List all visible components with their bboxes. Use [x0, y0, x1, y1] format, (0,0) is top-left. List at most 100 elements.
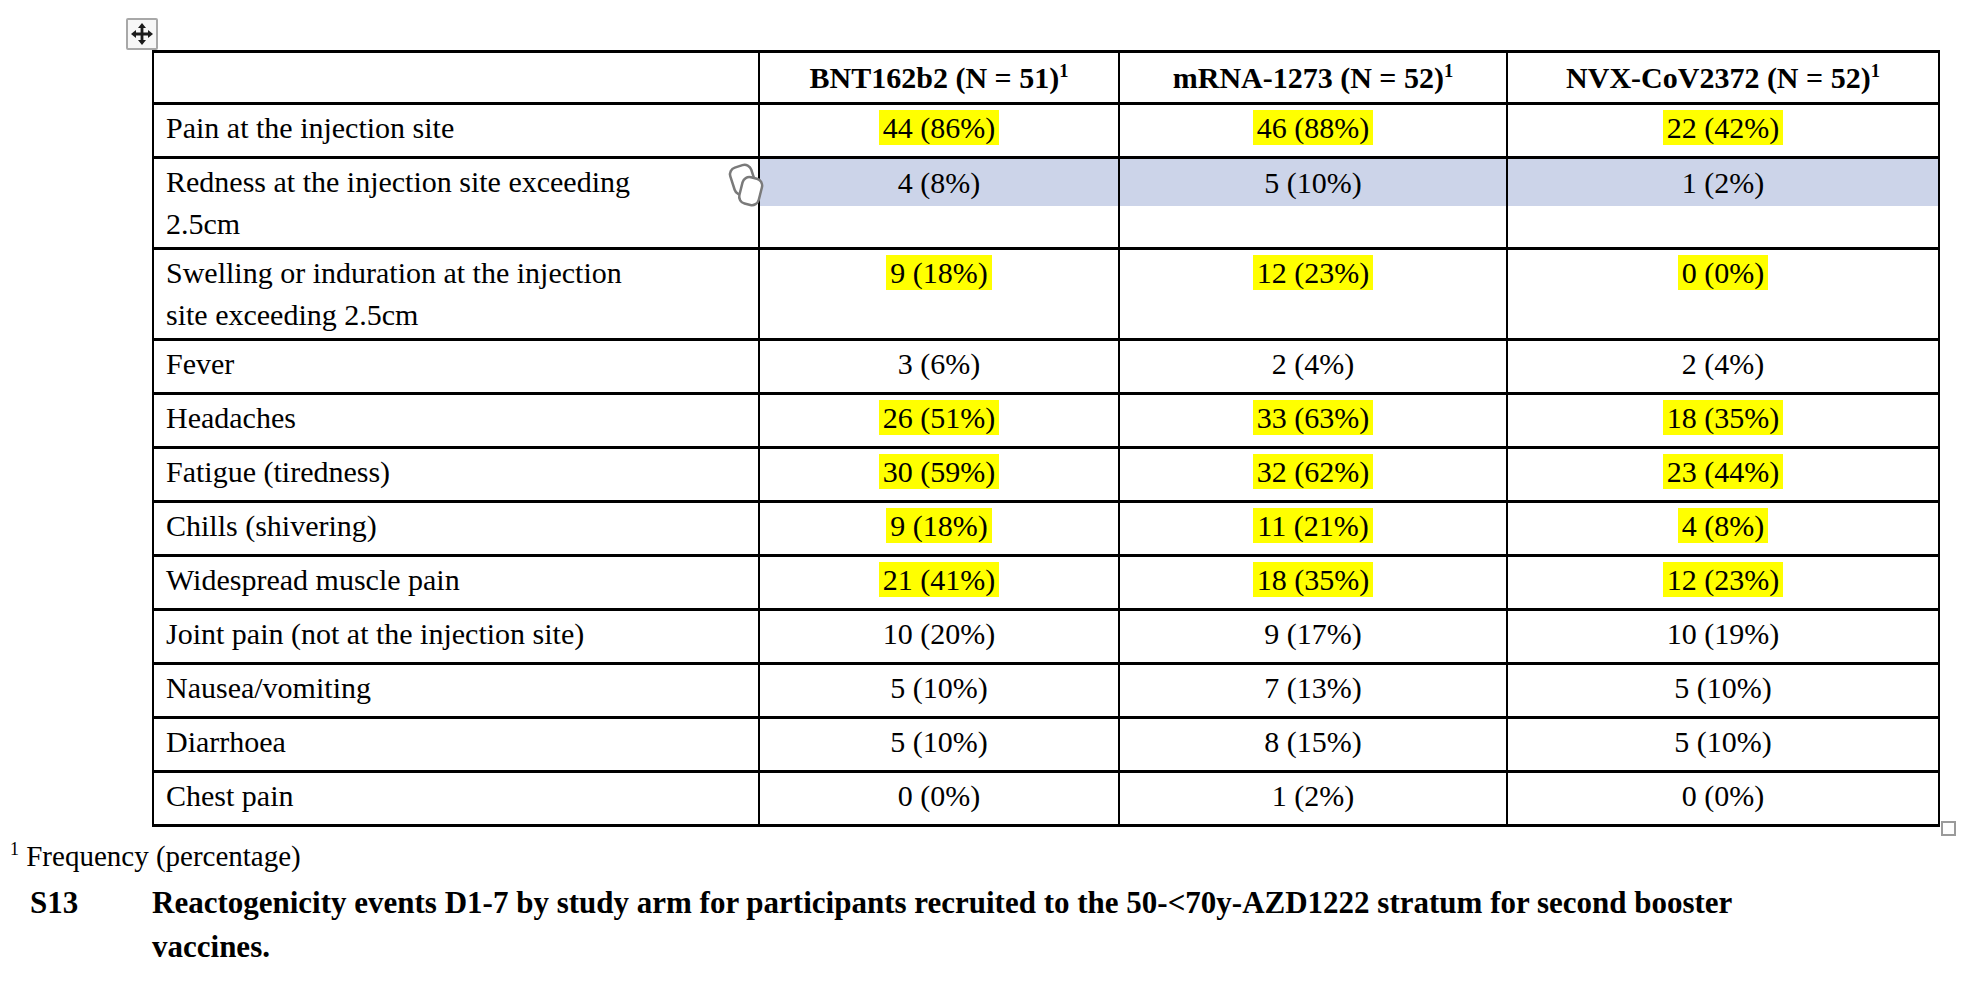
symptom-label-cell: Chest pain: [153, 772, 759, 826]
footnote: 1 Frequency (percentage): [10, 838, 301, 874]
symptom-label-cell: Fever: [153, 340, 759, 394]
highlighted-value: 12 (23%): [1663, 562, 1783, 597]
table-row: Chills (shivering) 9 (18%) 11 (21%) 4 (8%): [153, 502, 1939, 556]
table-row: Swelling or induration at the injections…: [153, 249, 1939, 340]
highlighted-value: 0 (0%): [1678, 255, 1768, 290]
table-row: Redness at the injection site exceeding2…: [153, 158, 1939, 249]
row-shading: 5 (10%): [1120, 159, 1506, 206]
table-body: Pain at the injection site 44 (86%) 46 (88…: [153, 104, 1939, 826]
value-cell: 30 (59%): [759, 448, 1119, 502]
value-cell: 22 (42%): [1507, 104, 1939, 158]
table-move-handle[interactable]: [126, 18, 158, 50]
value-cell: 1 (2%): [1119, 772, 1507, 826]
highlighted-value: 32 (62%): [1253, 454, 1373, 489]
value-cell: 18 (35%): [1507, 394, 1939, 448]
value-cell: 44 (86%): [759, 104, 1119, 158]
value-cell: 10 (19%): [1507, 610, 1939, 664]
value-cell: 5 (10%): [1119, 158, 1507, 249]
value-cell: 12 (23%): [1507, 556, 1939, 610]
footnote-marker: 1: [1444, 60, 1453, 81]
highlighted-value: 21 (41%): [879, 562, 999, 597]
value-cell: 1 (2%): [1507, 158, 1939, 249]
value-cell: 0 (0%): [1507, 249, 1939, 340]
symptom-label-cell: Widespread muscle pain: [153, 556, 759, 610]
header-mrna-1273: mRNA-1273 (N = 52)1: [1119, 52, 1507, 104]
footnote-marker: 1: [10, 839, 19, 859]
highlighted-value: 30 (59%): [879, 454, 999, 489]
value-cell: 5 (10%): [759, 664, 1119, 718]
highlighted-value: 26 (51%): [879, 400, 999, 435]
header-nvx-cov2372: NVX-CoV2372 (N = 52)1: [1507, 52, 1939, 104]
row-shading: 4 (8%): [760, 159, 1118, 206]
value-cell: 23 (44%): [1507, 448, 1939, 502]
value-cell: 0 (0%): [1507, 772, 1939, 826]
value-cell: 26 (51%): [759, 394, 1119, 448]
highlighted-value: 33 (63%): [1253, 400, 1373, 435]
value-cell: 11 (21%): [1119, 502, 1507, 556]
value-cell: 32 (62%): [1119, 448, 1507, 502]
table-row: Fatigue (tiredness) 30 (59%) 32 (62%) 23 (4…: [153, 448, 1939, 502]
table-row: Widespread muscle pain 21 (41%) 18 (35%) 12…: [153, 556, 1939, 610]
highlighted-value: 18 (35%): [1253, 562, 1373, 597]
symptom-label-cell: Headaches: [153, 394, 759, 448]
highlighted-value: 9 (18%): [886, 255, 991, 290]
table-row: Pain at the injection site 44 (86%) 46 (88…: [153, 104, 1939, 158]
symptom-label-cell: Chills (shivering): [153, 502, 759, 556]
value-cell: 9 (18%): [759, 502, 1119, 556]
row-shading: 1 (2%): [1508, 159, 1938, 206]
footnote-text: Frequency (percentage): [26, 840, 301, 872]
highlighted-value: 12 (23%): [1253, 255, 1373, 290]
header-row: BNT162b2 (N = 51)1 mRNA-1273 (N = 52)1 N…: [153, 52, 1939, 104]
highlighted-value: 9 (18%): [886, 508, 991, 543]
symptom-label-cell: Redness at the injection site exceeding2…: [153, 158, 759, 249]
table-row: Headaches 26 (51%) 33 (63%) 18 (35%): [153, 394, 1939, 448]
table-resize-handle[interactable]: [1941, 821, 1956, 836]
value-cell: 2 (4%): [1507, 340, 1939, 394]
document-page: BNT162b2 (N = 51)1 mRNA-1273 (N = 52)1 N…: [0, 0, 1974, 982]
value-cell: 5 (10%): [1507, 718, 1939, 772]
symptom-label-cell: Joint pain (not at the injection site): [153, 610, 759, 664]
value-cell: 4 (8%): [759, 158, 1119, 249]
caption-text: Reactogenicity events D1-7 by study arm …: [152, 881, 1952, 969]
value-cell: 12 (23%): [1119, 249, 1507, 340]
move-cross-icon: [130, 22, 154, 46]
reactogenicity-table: BNT162b2 (N = 51)1 mRNA-1273 (N = 52)1 N…: [152, 50, 1940, 827]
value-cell: 5 (10%): [759, 718, 1119, 772]
value-cell: 9 (18%): [759, 249, 1119, 340]
table-row: Fever3 (6%)2 (4%)2 (4%): [153, 340, 1939, 394]
footnote-marker: 1: [1059, 60, 1068, 81]
value-cell: 18 (35%): [1119, 556, 1507, 610]
symptom-label-cell: Diarrhoea: [153, 718, 759, 772]
value-cell: 9 (17%): [1119, 610, 1507, 664]
paste-options-icon[interactable]: [724, 160, 770, 212]
value-cell: 4 (8%): [1507, 502, 1939, 556]
table-row: Nausea/vomiting5 (10%)7 (13%)5 (10%): [153, 664, 1939, 718]
header-bnt162b2: BNT162b2 (N = 51)1: [759, 52, 1119, 104]
table-row: Diarrhoea5 (10%)8 (15%)5 (10%): [153, 718, 1939, 772]
value-cell: 3 (6%): [759, 340, 1119, 394]
symptom-label-cell: Nausea/vomiting: [153, 664, 759, 718]
value-cell: 7 (13%): [1119, 664, 1507, 718]
highlighted-value: 22 (42%): [1663, 110, 1783, 145]
value-cell: 8 (15%): [1119, 718, 1507, 772]
value-cell: 10 (20%): [759, 610, 1119, 664]
highlighted-value: 46 (88%): [1253, 110, 1373, 145]
table-row: Chest pain0 (0%)1 (2%)0 (0%): [153, 772, 1939, 826]
value-cell: 21 (41%): [759, 556, 1119, 610]
symptom-label-cell: Swelling or induration at the injections…: [153, 249, 759, 340]
value-cell: 46 (88%): [1119, 104, 1507, 158]
value-cell: 33 (63%): [1119, 394, 1507, 448]
footnote-marker: 1: [1871, 60, 1880, 81]
highlighted-value: 23 (44%): [1663, 454, 1783, 489]
value-cell: 2 (4%): [1119, 340, 1507, 394]
header-blank-cell: [153, 52, 759, 104]
symptom-label-cell: Pain at the injection site: [153, 104, 759, 158]
value-cell: 5 (10%): [1507, 664, 1939, 718]
caption-id: S13: [30, 881, 78, 925]
highlighted-value: 44 (86%): [879, 110, 999, 145]
highlighted-value: 11 (21%): [1253, 508, 1372, 543]
highlighted-value: 4 (8%): [1678, 508, 1768, 543]
highlighted-value: 18 (35%): [1663, 400, 1783, 435]
value-cell: 0 (0%): [759, 772, 1119, 826]
symptom-label-cell: Fatigue (tiredness): [153, 448, 759, 502]
